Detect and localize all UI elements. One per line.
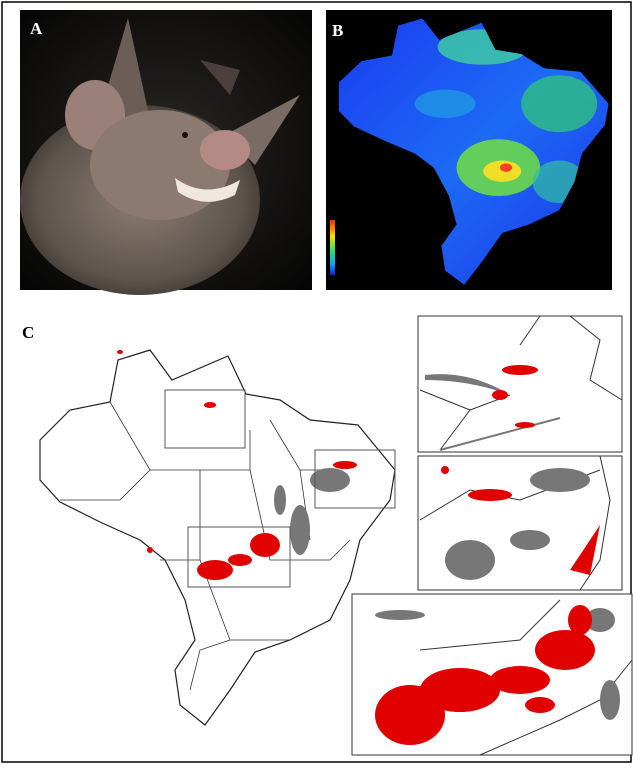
bat-nose — [200, 130, 250, 170]
inset-map — [418, 316, 622, 452]
panel-b: B — [326, 10, 612, 290]
bat-eye — [182, 132, 188, 138]
inset-frame — [418, 316, 622, 452]
figure: A B C — [0, 0, 633, 764]
panel-a: A — [20, 10, 312, 295]
red-area — [502, 365, 538, 375]
red-area — [515, 422, 535, 428]
panel-label: B — [332, 21, 343, 40]
red-area — [441, 466, 449, 474]
inset-map — [418, 456, 622, 590]
red-area — [492, 390, 508, 400]
panel-label: C — [22, 323, 34, 342]
red-area — [468, 489, 512, 501]
color-scale — [330, 220, 335, 275]
inset-map — [352, 594, 632, 755]
panel-label: A — [30, 19, 43, 38]
